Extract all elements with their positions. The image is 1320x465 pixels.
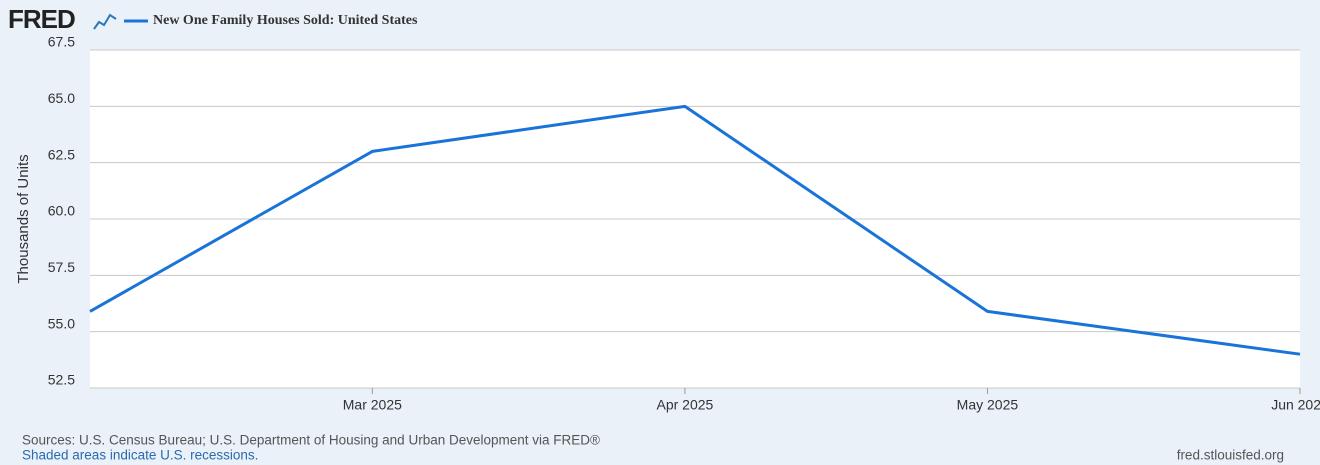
y-tick-label: 52.5 <box>48 372 75 388</box>
x-tick-label: Mar 2025 <box>343 397 402 413</box>
x-tick-label: May 2025 <box>957 397 1019 413</box>
logo-icon <box>93 13 117 30</box>
source: Sources: U.S. Census Bureau; U.S. Depart… <box>22 433 600 448</box>
y-tick-label: 60.0 <box>48 203 75 219</box>
logo: FRED <box>8 4 75 34</box>
url[interactable]: fred.stlouisfed.org <box>1177 448 1284 463</box>
y-tick-label: 62.5 <box>48 146 75 162</box>
x-tick-label: Jun 2025 <box>1271 397 1320 413</box>
y-tick-label: 55.0 <box>48 315 75 331</box>
y-tick-label: 57.5 <box>48 259 75 275</box>
x-tick-label: Apr 2025 <box>657 397 714 413</box>
recession-note[interactable]: Shaded areas indicate U.S. recessions. <box>22 448 258 463</box>
y-tick-label: 67.5 <box>48 34 75 50</box>
legend-label: New One Family Houses Sold: United State… <box>153 13 418 28</box>
y-axis-label: Thousands of Units <box>15 154 32 283</box>
y-tick-label: 65.0 <box>48 90 75 106</box>
series-line <box>89 104 1301 356</box>
